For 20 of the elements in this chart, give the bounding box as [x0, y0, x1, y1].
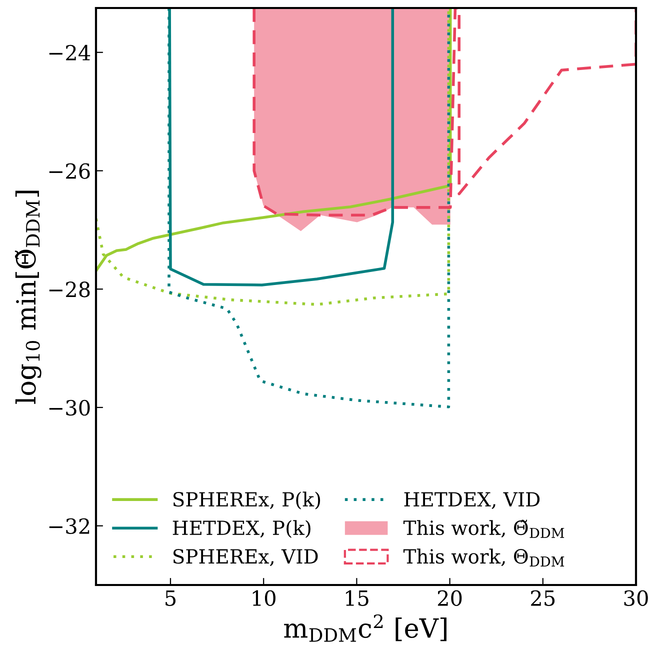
legend-label: SPHEREx, P(k) — [173, 492, 320, 510]
y-tick-label: −32 — [49, 518, 90, 534]
y-tick-label: −24 — [49, 44, 90, 60]
x-tick-label: 10 — [252, 590, 276, 606]
legend-label: HETDEX, P(k) — [172, 520, 310, 538]
x-axis-title: m$_{DDM}$c$^{2}$ [eV] — [284, 614, 446, 642]
line-series — [252, 8, 636, 217]
y-axis-title: log$_{10}$ min[Θ̃$_{DDM}$] — [14, 190, 42, 404]
legend-label: SPHEREx, VID — [173, 549, 318, 566]
legend-label: This work, Θ$_{DDM}$ — [403, 548, 564, 566]
y-tick-label: −28 — [49, 282, 90, 298]
x-tick-label: 25 — [531, 590, 555, 606]
x-tick-label: 5 — [166, 590, 176, 606]
x-tick-label: 30 — [624, 590, 648, 606]
x-tick-label: 15 — [346, 590, 368, 606]
legend-label: This work, Θ̃$_{DDM}$ — [403, 520, 564, 538]
y-tick-label: −26 — [49, 163, 90, 179]
x-tick-label: 20 — [438, 590, 462, 606]
y-tick-label: −30 — [49, 400, 90, 416]
legend-label: HETDEX, VID — [404, 492, 540, 510]
